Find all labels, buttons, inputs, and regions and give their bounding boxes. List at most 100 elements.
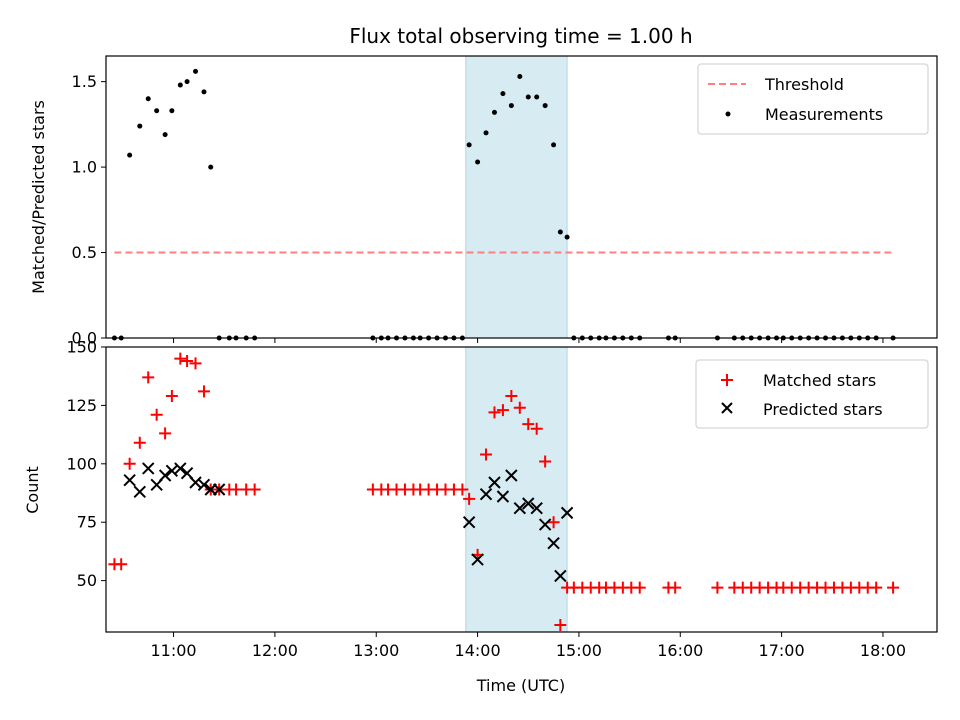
measurement-point bbox=[517, 74, 523, 80]
y-tick-label: 1.0 bbox=[72, 158, 97, 177]
predicted-star-point bbox=[538, 518, 552, 531]
y-tick-label: 1.5 bbox=[72, 72, 97, 91]
predicted-star-point bbox=[142, 462, 155, 475]
x-tick-label: 14:00 bbox=[455, 641, 501, 660]
measurement-point bbox=[525, 94, 531, 100]
y-tick-label: 125 bbox=[66, 396, 97, 415]
x-tick-label: 16:00 bbox=[657, 641, 703, 660]
measurement-point bbox=[475, 159, 481, 165]
predicted-star-point bbox=[197, 478, 211, 492]
predicted-star-point bbox=[530, 501, 543, 515]
measurement-point bbox=[557, 229, 563, 235]
predicted-star-point bbox=[505, 469, 518, 482]
top-y-ticks: 0.0 0.5 1.0 1.5 bbox=[72, 72, 106, 348]
measurement-point bbox=[137, 123, 143, 129]
predicted-star-point bbox=[123, 473, 136, 487]
predicted-star-point bbox=[513, 501, 527, 515]
bottom-y-ticks: 50 75 100 125 150 bbox=[66, 338, 106, 590]
predicted-star-point bbox=[471, 553, 484, 566]
y-tick-label: 150 bbox=[66, 338, 97, 357]
legend-threshold-label: Threshold bbox=[764, 75, 844, 94]
predicted-star-point bbox=[462, 515, 476, 529]
predicted-star-point bbox=[189, 476, 202, 489]
top-x-ticks bbox=[173, 338, 884, 343]
legend-predicted-label: Predicted stars bbox=[763, 400, 883, 419]
matched-star-point bbox=[505, 390, 518, 403]
matched-star-point bbox=[174, 352, 187, 365]
matched-star-point bbox=[248, 483, 261, 496]
predicted-star-point bbox=[488, 476, 501, 489]
x-tick-label: 15:00 bbox=[556, 641, 602, 660]
x-tick-label: 13:00 bbox=[353, 641, 399, 660]
legend-matched-swatch bbox=[721, 374, 733, 386]
measurement-point bbox=[534, 94, 540, 100]
bottom-y-axis-label: Count bbox=[23, 466, 42, 514]
matched-star-point bbox=[711, 581, 724, 594]
matched-star-point bbox=[230, 483, 243, 496]
top-panel: 0.0 0.5 1.0 1.5 Matched/Predicted stars Thr… bbox=[29, 55, 938, 348]
measurement-point bbox=[201, 89, 207, 95]
matched-star-point bbox=[463, 492, 476, 505]
bottom-axes-frame bbox=[105, 346, 938, 633]
measurement-point bbox=[127, 152, 133, 158]
x-tick-label: 17:00 bbox=[759, 641, 805, 660]
chart-title: Flux total observing time = 1.00 h bbox=[349, 24, 692, 48]
predicted-star-point bbox=[554, 569, 567, 583]
y-tick-label: 0.0 bbox=[72, 329, 97, 348]
predicted-star-point bbox=[547, 537, 560, 550]
matched-star-point bbox=[488, 406, 501, 419]
legend-measurements-label: Measurements bbox=[765, 105, 883, 124]
matched-star-point bbox=[513, 401, 526, 414]
measurement-point bbox=[145, 96, 151, 102]
predicted-star-point bbox=[165, 464, 179, 478]
matched-star-point bbox=[456, 483, 469, 496]
measurement-point bbox=[162, 132, 168, 138]
matched-star-point bbox=[480, 448, 493, 461]
bottom-legend-box bbox=[695, 359, 929, 429]
bottom-x-ticks: 11:00 12:00 13:00 14:00 15:00 16:00 17:00 18:00 bbox=[151, 632, 906, 660]
predicted-star-point bbox=[133, 485, 146, 499]
predicted-star-point bbox=[479, 487, 493, 501]
measurement-point bbox=[542, 103, 548, 109]
top-legend: Threshold Measurements bbox=[697, 63, 929, 135]
x-tick-label: 12:00 bbox=[252, 641, 298, 660]
measurement-point bbox=[491, 109, 497, 115]
top-y-axis-label: Matched/Predicted stars bbox=[29, 100, 48, 294]
measurement-point bbox=[483, 130, 489, 136]
matched-star-point bbox=[123, 457, 136, 470]
matched-star-point bbox=[633, 581, 646, 594]
matched-star-point bbox=[887, 581, 900, 594]
matched-star-point bbox=[142, 371, 155, 384]
measurement-point bbox=[169, 108, 175, 114]
predicted-star-point bbox=[560, 506, 574, 520]
top-axes-frame bbox=[105, 55, 938, 339]
y-tick-label: 100 bbox=[66, 454, 97, 473]
matched-star-point bbox=[554, 618, 567, 631]
predicted-star-point bbox=[158, 469, 172, 482]
predicted-star-point bbox=[496, 490, 510, 503]
measurement-point bbox=[154, 108, 160, 114]
matched-star-point bbox=[496, 404, 509, 417]
matched-star-point bbox=[115, 558, 128, 571]
legend-predicted-swatch bbox=[721, 402, 733, 414]
x-axis-label: Time (UTC) bbox=[476, 676, 565, 695]
matched-star-point bbox=[197, 385, 210, 398]
matched-star-point bbox=[539, 455, 552, 468]
highlight-span-rect bbox=[465, 55, 568, 339]
top-highlight-span bbox=[465, 55, 568, 339]
matched-star-point bbox=[165, 390, 178, 403]
matched-star-point bbox=[150, 408, 163, 421]
bottom-legend: Matched stars Predicted stars bbox=[695, 359, 929, 429]
top-legend-box bbox=[697, 63, 929, 135]
measurement-point bbox=[466, 142, 472, 148]
measurement-point bbox=[500, 91, 506, 97]
matched-star-point bbox=[189, 357, 202, 370]
matched-stars-points bbox=[108, 352, 900, 631]
x-tick-label: 11:00 bbox=[151, 641, 197, 660]
predicted-star-point bbox=[174, 462, 187, 475]
matched-star-point bbox=[133, 436, 146, 449]
measurement-point bbox=[177, 82, 183, 88]
y-tick-label: 0.5 bbox=[72, 243, 97, 262]
matched-star-point bbox=[522, 418, 535, 431]
